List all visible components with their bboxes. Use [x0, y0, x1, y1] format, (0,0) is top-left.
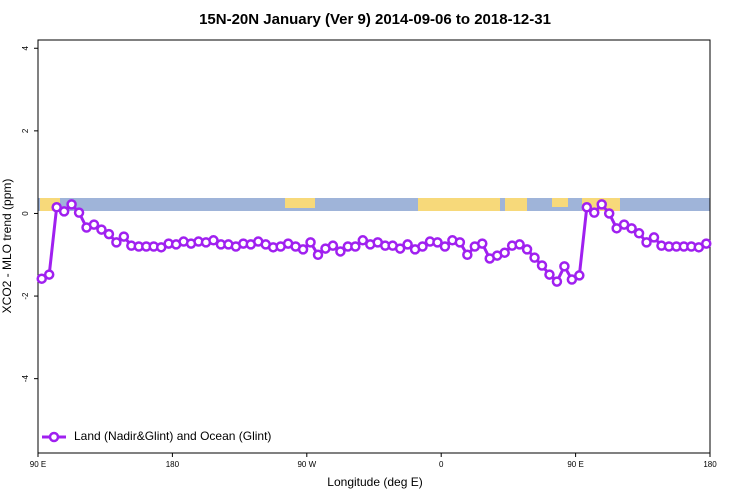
data-point: [566, 274, 578, 285]
x-tick-label: 90 E: [567, 460, 583, 469]
data-point: [335, 246, 346, 257]
data-point: [88, 219, 100, 230]
land-patch: [418, 198, 500, 211]
data-point: [574, 270, 585, 281]
data-point: [551, 276, 563, 287]
land-patch: [505, 198, 527, 211]
data-point: [633, 228, 645, 239]
data-point: [454, 237, 466, 248]
data-point: [103, 228, 115, 240]
ocean-band: [38, 198, 710, 211]
data-point: [648, 232, 660, 243]
x-tick-label: 90 E: [30, 460, 46, 469]
data-point: [581, 202, 593, 213]
data-point: [111, 237, 122, 248]
x-tick-label: 90 W: [297, 460, 316, 469]
x-tick-label: 180: [166, 460, 180, 469]
y-tick-label: -2: [21, 292, 30, 300]
data-point: [701, 238, 712, 249]
data-point: [118, 231, 130, 242]
legend-marker: [48, 431, 60, 443]
data-point: [312, 249, 324, 261]
data-point: [350, 241, 361, 252]
y-axis-label: XCO2 - MLO trend (ppm): [0, 179, 14, 314]
data-point: [559, 261, 570, 272]
y-tick-label: -4: [21, 375, 30, 383]
data-point: [417, 241, 428, 252]
data-point: [589, 207, 600, 218]
data-point: [462, 249, 473, 261]
data-point: [641, 237, 652, 248]
data-point: [66, 199, 77, 210]
data-point: [529, 252, 540, 263]
x-axis-label: Longitude (deg E): [327, 475, 422, 489]
legend-label: Land (Nadir&Glint) and Ocean (Glint): [74, 429, 271, 443]
y-tick-label: 4: [21, 45, 30, 50]
x-tick-label: 0: [439, 460, 444, 469]
data-point: [439, 241, 451, 252]
data-point: [603, 208, 615, 219]
data-point: [626, 223, 637, 234]
data-point: [327, 240, 339, 251]
data-point: [305, 237, 316, 248]
data-point: [544, 269, 555, 280]
data-point: [73, 207, 85, 218]
data-point: [208, 235, 219, 246]
data-point: [477, 238, 488, 249]
data-point: [521, 244, 533, 255]
y-tick-label: 0: [21, 211, 30, 216]
data-point: [514, 239, 525, 250]
data-point: [58, 206, 70, 217]
land-patch: [552, 198, 568, 207]
legend: Land (Nadir&Glint) and Ocean (Glint): [42, 429, 271, 443]
data-point: [36, 273, 47, 284]
data-point: [432, 237, 443, 248]
data-point: [394, 243, 406, 254]
data-point: [596, 199, 607, 210]
data-point: [402, 239, 413, 250]
data-point: [297, 244, 309, 255]
y-tick-label: 2: [21, 128, 30, 133]
land-ocean-strip: [38, 198, 710, 211]
chart-title: 15N-20N January (Ver 9) 2014-09-06 to 20…: [199, 11, 551, 28]
land-patch: [285, 198, 315, 208]
x-tick-label: 180: [703, 460, 717, 469]
data-point: [96, 224, 107, 235]
data-point: [43, 269, 55, 280]
data-point: [499, 247, 510, 258]
data-point: [536, 260, 548, 271]
data-point: [51, 202, 62, 213]
data-point: [357, 235, 369, 246]
